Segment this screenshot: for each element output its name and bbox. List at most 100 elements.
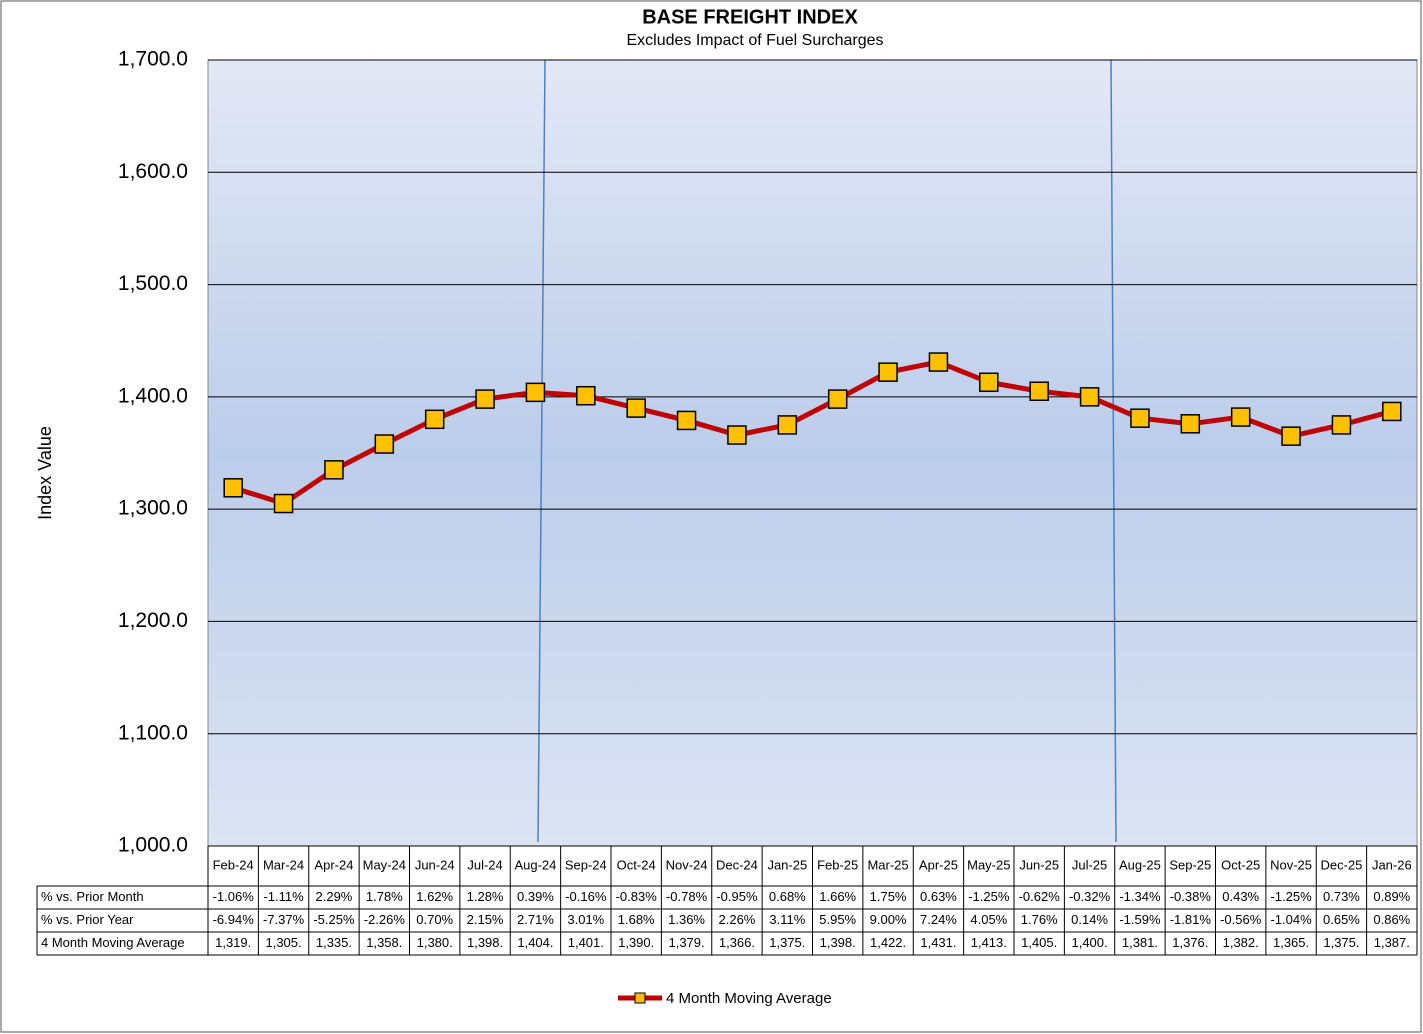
table-cell: -1.11% <box>263 889 304 904</box>
chart-subtitle: Excludes Impact of Fuel Surcharges <box>626 32 883 49</box>
table-cell: 0.68% <box>769 889 806 904</box>
table-cell: -0.38% <box>1170 889 1212 904</box>
data-point <box>1130 408 1150 428</box>
data-point <box>1079 387 1100 407</box>
table-cell: 1.66% <box>819 889 856 904</box>
table-cell: 1,398. <box>820 935 856 950</box>
data-point <box>1281 426 1301 446</box>
data-point <box>576 385 596 406</box>
x-tick-label: Oct-25 <box>1221 857 1260 872</box>
table-cell: 1,405. <box>1021 935 1057 950</box>
table-cell: 1,319. <box>215 935 251 950</box>
data-point <box>727 425 747 445</box>
table-cell: 1,387. <box>1374 935 1410 950</box>
x-tick-label: Jun-24 <box>415 857 455 872</box>
x-tick-label: Jul-25 <box>1072 857 1107 872</box>
x-tick-label: Oct-24 <box>617 857 656 872</box>
x-tick-label: Jan-26 <box>1372 857 1412 872</box>
x-tick-label: Sep-25 <box>1169 857 1211 872</box>
table-row-label: % vs. Prior Month <box>41 889 144 904</box>
data-point <box>626 398 646 418</box>
x-tick-label: Feb-25 <box>817 857 858 872</box>
table-cell: 1.68% <box>618 912 655 927</box>
table-cell: 1,379. <box>668 935 704 950</box>
data-point <box>676 410 697 431</box>
table-cell: 0.89% <box>1373 889 1410 904</box>
data-point <box>1180 414 1201 434</box>
table-cell: -7.37% <box>263 912 305 927</box>
table-cell: 2.26% <box>719 912 756 927</box>
plot-area <box>207 59 1418 847</box>
data-point <box>223 478 243 498</box>
x-tick-label: Jan-25 <box>767 857 807 872</box>
table-cell: 0.43% <box>1222 889 1259 904</box>
data-point <box>878 362 898 382</box>
legend-label: 4 Month Moving Average <box>666 990 832 1007</box>
x-tick-label: Aug-24 <box>514 857 556 872</box>
table-cell: -1.59% <box>1119 912 1161 927</box>
table-cell: -0.78% <box>666 889 708 904</box>
table-cell: 1,382. <box>1223 935 1259 950</box>
x-tick-label: Apr-24 <box>314 857 353 872</box>
x-tick-label: Nov-25 <box>1270 857 1312 872</box>
y-tick-label: 1,200.0 <box>118 609 188 632</box>
table-cell: -0.62% <box>1019 889 1061 904</box>
y-tick-label: 1,600.0 <box>118 160 188 183</box>
table-cell: -0.32% <box>1069 889 1111 904</box>
table-cell: 0.14% <box>1071 912 1108 927</box>
x-tick-label: Mar-25 <box>867 857 908 872</box>
table-cell: 7.24% <box>920 912 957 927</box>
y-tick-label: 1,500.0 <box>118 272 188 295</box>
table-cell: 1,431. <box>920 935 956 950</box>
x-tick-label: Jun-25 <box>1019 857 1059 872</box>
x-tick-label: Sep-24 <box>565 857 607 872</box>
table-cell: -5.25% <box>313 912 355 927</box>
x-tick-label: May-24 <box>363 857 406 872</box>
table-cell: 1,390. <box>618 935 654 950</box>
data-point <box>424 409 445 430</box>
table-cell: 1.75% <box>870 889 907 904</box>
table-cell: 9.00% <box>870 912 907 927</box>
table-cell: 0.70% <box>416 912 453 927</box>
table-cell: 1.76% <box>1021 912 1058 927</box>
table-cell: 1,335. <box>316 935 352 950</box>
y-tick-label: 1,000.0 <box>118 834 188 857</box>
year-divider <box>1110 59 1117 843</box>
table-cell: 0.86% <box>1373 912 1410 927</box>
table-row-label: % vs. Prior Year <box>41 912 134 927</box>
x-tick-label: Aug-25 <box>1119 857 1161 872</box>
table-cell: 1,376. <box>1172 935 1208 950</box>
table-cell: -1.81% <box>1170 912 1212 927</box>
table-cell: 1.62% <box>416 889 453 904</box>
table-cell: 1,358. <box>366 935 402 950</box>
x-tick-label: Mar-24 <box>263 857 304 872</box>
table-cell: 1,381. <box>1122 935 1158 950</box>
table-cell: -0.95% <box>716 889 758 904</box>
table-cell: 1,305. <box>265 935 301 950</box>
table-cell: 1.78% <box>366 889 403 904</box>
x-tick-label: Dec-25 <box>1320 857 1362 872</box>
table-cell: 0.73% <box>1323 889 1360 904</box>
table-cell: -6.94% <box>213 912 255 927</box>
table-cell: -0.56% <box>1220 912 1262 927</box>
table-cell: 3.11% <box>769 912 805 927</box>
table-cell: 1.28% <box>467 889 504 904</box>
year-divider <box>537 59 546 843</box>
y-tick-label: 1,300.0 <box>118 497 188 520</box>
y-tick-label: 1,100.0 <box>118 721 188 744</box>
table-cell: -1.34% <box>1119 889 1161 904</box>
data-point <box>324 460 344 480</box>
y-axis-label: Index Value <box>35 426 55 520</box>
legend-marker <box>634 992 646 1004</box>
x-tick-label: Dec-24 <box>716 857 758 872</box>
data-point <box>979 372 999 393</box>
y-tick-label: 1,700.0 <box>118 48 188 71</box>
table-cell: 1,375. <box>1323 935 1359 950</box>
table-cell: 2.29% <box>316 889 353 904</box>
data-point <box>1029 381 1049 401</box>
table-cell: 3.01% <box>567 912 604 927</box>
table-cell: 1,380. <box>417 935 453 950</box>
data-point <box>1382 401 1402 422</box>
table-cell: 2.15% <box>467 912 504 927</box>
